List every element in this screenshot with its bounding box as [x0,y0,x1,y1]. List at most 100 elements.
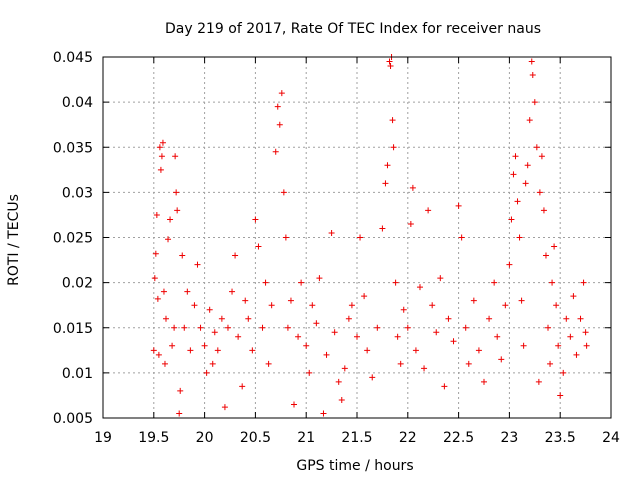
data-point [512,153,519,160]
data-point [514,198,521,205]
data-point [542,252,549,259]
data-point [176,410,183,417]
data-point [369,374,376,381]
data-point [157,166,164,173]
data-point [458,234,465,241]
data-point [172,153,179,160]
data-point [211,329,218,336]
data-point [389,117,396,124]
data-point [421,365,428,372]
x-tick-label: 21.5 [341,430,372,446]
data-point [494,333,501,340]
data-point [165,236,172,243]
data-point [392,279,399,286]
data-point [547,360,554,367]
data-point [282,234,289,241]
y-tick-label: 0.02 [62,276,93,292]
data-point [528,58,535,65]
data-point [357,234,364,241]
data-point [407,220,414,227]
data-point [354,333,360,340]
data-point [536,189,543,196]
data-point [276,121,283,128]
data-point [412,347,419,354]
x-tick-label: 19 [94,430,112,446]
data-point [397,360,404,367]
data-point [298,279,305,286]
data-point [156,144,163,151]
data-point [162,315,169,322]
y-tick-label: 0.015 [53,321,93,337]
data-point [177,387,184,394]
data-point [518,297,525,304]
data-point [152,250,159,257]
data-point [160,288,167,295]
data-point [425,207,432,214]
data-point [191,302,198,309]
y-axis-label: ROTI / TECUs [6,194,22,286]
data-point [486,315,493,322]
data-point [580,279,587,286]
data-point [341,365,348,372]
data-point [583,342,590,349]
data-point [567,333,574,340]
data-point [272,148,279,155]
data-point [179,252,186,259]
data-point [549,279,556,286]
chart-title: Day 219 of 2017, Rate Of TEC Index for r… [165,21,541,37]
data-point [522,180,529,187]
data-point [331,329,338,336]
data-point [280,189,287,196]
data-point [150,347,157,354]
data-point [218,315,225,322]
data-point [348,302,355,309]
x-tick-label: 21 [297,430,315,446]
data-point [526,117,533,124]
data-point [320,410,327,417]
data-point [155,351,162,358]
data-point [291,401,298,408]
y-tick-label: 0.045 [53,50,93,66]
data-point [151,275,158,282]
data-point [529,72,536,79]
data-point [535,378,542,385]
data-point [184,288,191,295]
data-point [252,216,259,223]
data-point [345,315,352,322]
data-point [287,297,294,304]
data-point [555,342,562,349]
data-point [187,347,194,354]
data-point [158,153,165,160]
data-point [295,333,302,340]
y-tick-label: 0.025 [53,231,93,247]
data-point [235,333,242,340]
x-tick-label: 23 [500,430,518,446]
data-point [173,189,180,196]
data-point [171,324,178,331]
data-point [229,288,236,295]
data-point [475,347,482,354]
data-point [174,207,181,214]
data-point [394,333,401,340]
x-tick-label: 22 [399,430,417,446]
x-tick-label: 23.5 [545,430,576,446]
data-point [441,383,448,390]
data-point [316,275,323,282]
data-point [462,324,469,331]
x-tick-label: 22.5 [443,430,474,446]
data-point [416,284,423,291]
data-point [309,302,316,309]
y-tick-label: 0.005 [53,411,93,427]
data-point [265,360,272,367]
data-point [153,211,160,218]
data-point [387,63,394,70]
data-point [335,378,342,385]
data-point [249,347,256,354]
data-point [570,293,577,300]
data-point [502,302,509,309]
data-point [364,347,371,354]
data-point [465,360,472,367]
data-point [209,360,216,367]
data-point [540,207,547,214]
